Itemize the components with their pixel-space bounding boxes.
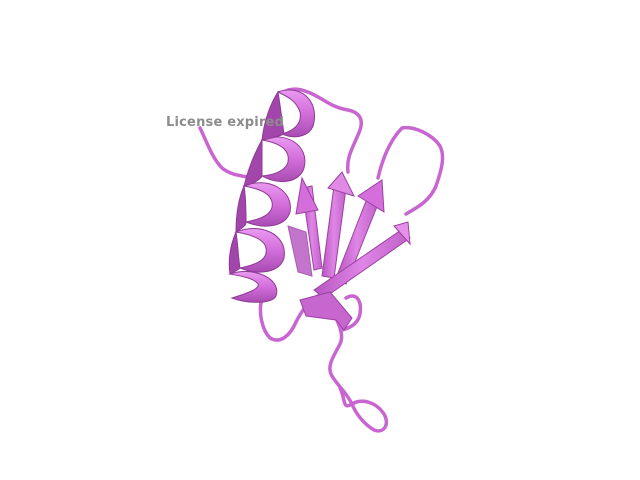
strand-5 <box>299 291 353 331</box>
strand-2-arrowhead <box>327 171 355 197</box>
strand-3-arrowhead <box>357 179 385 213</box>
helix-back-3 <box>235 184 247 233</box>
helix-back-1 <box>261 90 285 141</box>
right-loop <box>376 125 445 216</box>
strand-6 <box>287 225 313 277</box>
beta-sheet <box>287 171 411 331</box>
license-expired-label: License expired <box>166 115 285 130</box>
n-terminal-coil <box>198 126 256 180</box>
helix-turn-5 <box>228 270 278 303</box>
helix-turn-3 <box>242 182 291 227</box>
right-lower-coil <box>340 294 363 332</box>
coil-loops <box>198 87 445 433</box>
c-terminal-tail <box>328 312 389 433</box>
alpha-helix <box>228 89 316 303</box>
strand-4-arrowhead <box>393 221 411 246</box>
helix-turn-2 <box>260 136 306 183</box>
strand-1-arrowhead <box>295 176 319 215</box>
helix-turn-4 <box>234 227 285 273</box>
helix-back-4 <box>228 230 241 275</box>
top-loop <box>282 87 363 174</box>
helix-back-2 <box>243 138 263 187</box>
